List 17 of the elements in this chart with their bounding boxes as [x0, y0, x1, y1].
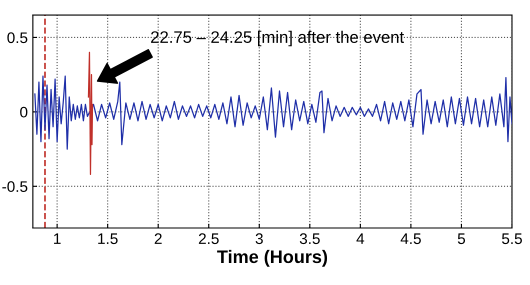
y-tick-label: 0	[20, 106, 28, 118]
x-tick-label: 1	[54, 233, 61, 244]
line-series	[88, 52, 94, 176]
x-tick-label: 3.5	[300, 233, 320, 244]
y-tick-label: 0.5	[7, 32, 28, 44]
x-axis-title: Time (Hours)	[217, 250, 328, 267]
line-series	[34, 76, 512, 150]
annotation: 22.75 – 24.25 [min] after the event	[151, 30, 404, 46]
x-tick-label: 4.5	[400, 233, 421, 244]
x-tick-label: 3	[256, 233, 263, 244]
x-tick-label: 2	[154, 233, 162, 244]
x-tick-label: 2.5	[198, 233, 219, 244]
x-tick-label: 1.5	[98, 233, 118, 244]
y-tick-label: -0.5	[2, 181, 28, 192]
x-tick-label: 5	[458, 233, 466, 244]
x-tick-label: 5.5	[502, 233, 522, 244]
x-tick-label: 4	[356, 233, 364, 244]
